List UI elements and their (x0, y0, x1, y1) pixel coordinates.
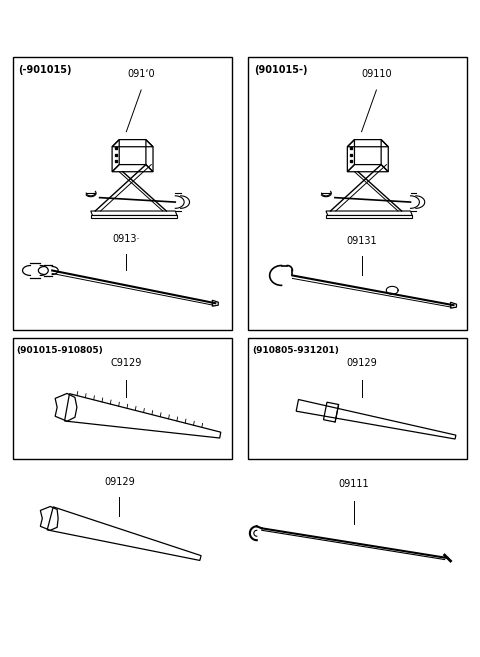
Text: 0913·: 0913· (113, 234, 140, 244)
Text: 09110: 09110 (361, 69, 392, 79)
Text: (901015-910805): (901015-910805) (17, 346, 103, 355)
Text: 09131: 09131 (346, 236, 377, 246)
Text: C9129: C9129 (111, 357, 142, 368)
Text: 09111: 09111 (338, 479, 369, 489)
Text: 09129: 09129 (346, 357, 377, 368)
Bar (248, 338, 468, 459)
Text: 091‘0: 091‘0 (127, 69, 155, 79)
Bar (12, 338, 232, 459)
Text: (-901015): (-901015) (19, 65, 72, 76)
Text: (901015-): (901015-) (254, 65, 307, 76)
Bar (12, 57, 232, 330)
Text: 09129: 09129 (104, 476, 135, 487)
Text: (910805-931201): (910805-931201) (252, 346, 339, 355)
Bar (248, 57, 468, 330)
